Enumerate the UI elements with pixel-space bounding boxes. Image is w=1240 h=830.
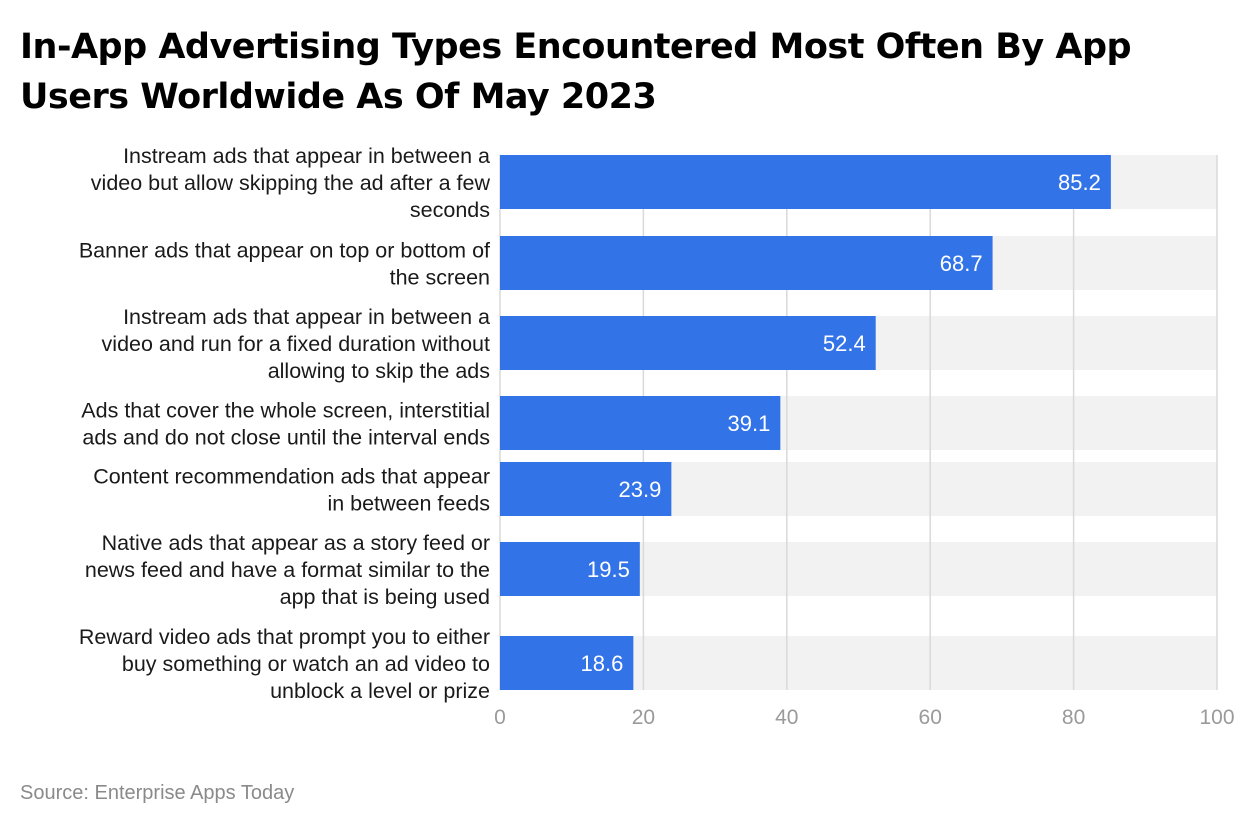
category-label: Native ads that appear as a story feed o… [85,531,490,609]
bar [500,396,781,450]
value-label: 19.5 [587,557,630,582]
bar [500,542,640,596]
category-label: Banner ads that appear on top or bottom … [79,239,490,290]
bar [500,236,993,290]
x-tick-label: 100 [1199,706,1234,729]
bar [500,636,634,690]
chart-title: In-App Advertising Types Encountered Mos… [20,27,1132,117]
value-label: 18.6 [581,651,624,676]
category-label: Reward video ads that prompt you to eith… [79,625,490,703]
bar [500,462,672,516]
bar [500,316,876,370]
value-label: 52.4 [823,331,866,356]
category-label: Ads that cover the whole screen, interst… [81,399,490,450]
x-tick-label: 0 [494,706,506,729]
category-label: Instream ads that appear in between a vid… [102,305,490,383]
category-label: Content recommendation ads that appear in… [93,465,490,516]
category-label: Instream ads that appear in between a vid… [91,144,491,222]
value-label: 68.7 [940,251,983,276]
bar [500,155,1111,209]
value-label: 23.9 [619,477,662,502]
x-tick-label: 40 [775,706,798,729]
value-label: 39.1 [728,411,771,436]
value-label: 85.2 [1058,170,1101,195]
x-tick-label: 60 [919,706,942,729]
x-tick-label: 20 [632,706,655,729]
x-tick-label: 80 [1062,706,1085,729]
source-note: Source: Enterprise Apps Today [20,782,295,804]
